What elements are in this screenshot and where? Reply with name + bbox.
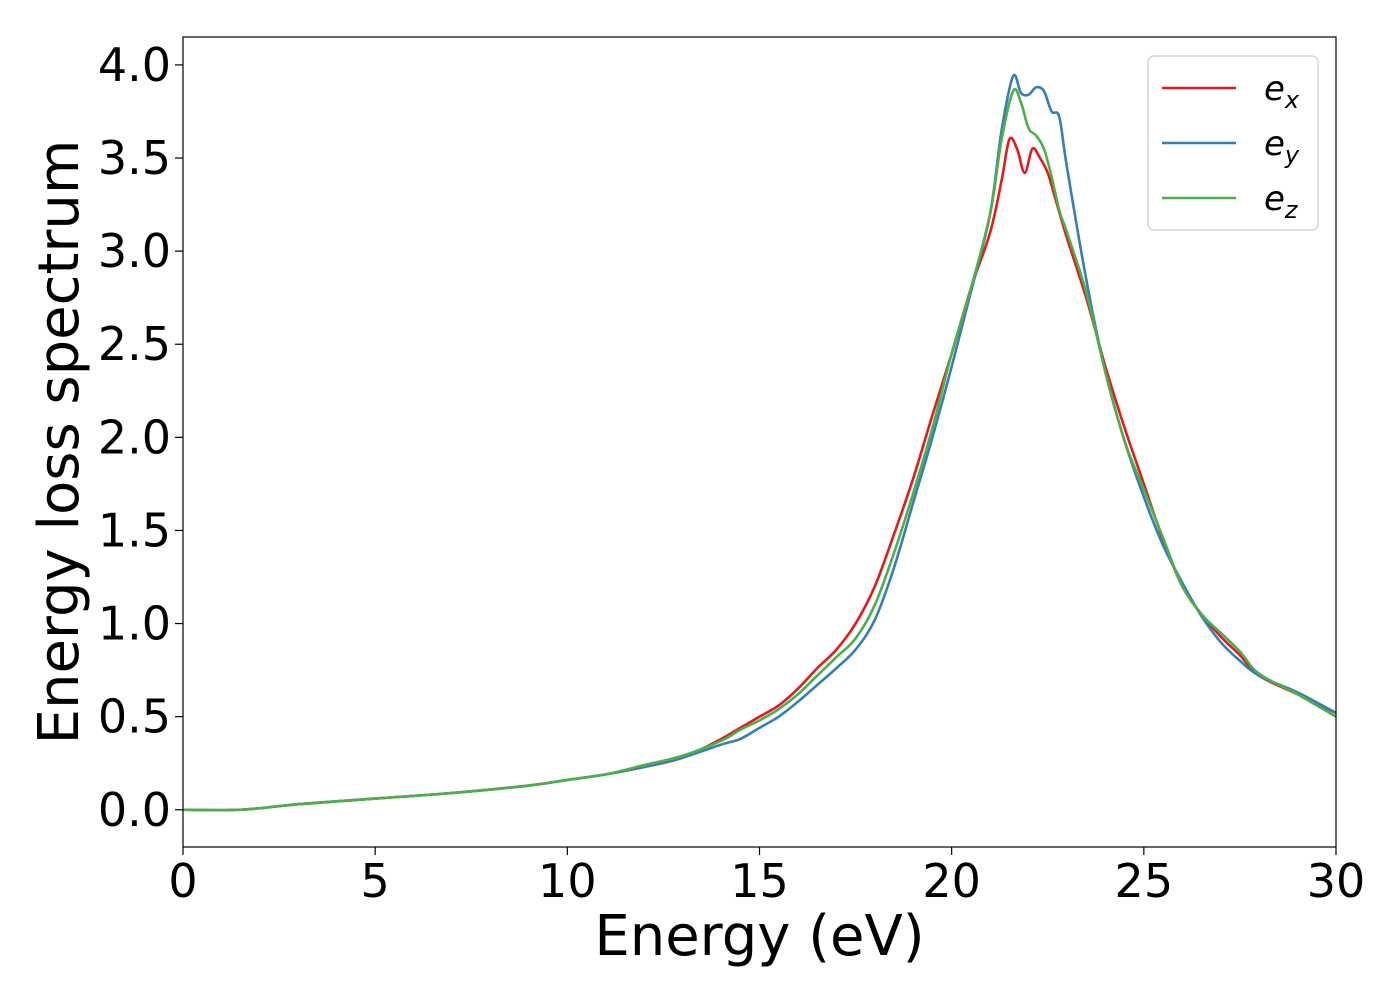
- y-axis-title: Energy loss spectrum: [27, 140, 92, 745]
- y-tick-label: 0.5: [98, 690, 171, 744]
- x-tick-label: 5: [361, 854, 390, 908]
- x-axis: 0 5 10 15 20 25 30: [168, 847, 1365, 908]
- y-axis: 0.0 0.5 1.0 1.5 2.0 2.5 3.0 3.5 4.0: [98, 38, 183, 837]
- x-tick-label: 15: [730, 854, 789, 908]
- legend-label-e-x: ex: [1264, 69, 1300, 114]
- plot-area: [182, 73, 1337, 812]
- x-tick-label: 0: [168, 854, 197, 908]
- series-line-e-z: [182, 87, 1337, 812]
- x-tick-label: 20: [922, 854, 981, 908]
- legend-label-e-z: ez: [1264, 179, 1299, 224]
- y-tick-label: 1.5: [98, 503, 171, 557]
- x-axis-title: Energy (eV): [594, 904, 924, 969]
- series-line-e-x: [182, 136, 1337, 812]
- legend: ex ey ez: [1147, 55, 1319, 231]
- y-tick-label: 0.0: [98, 783, 171, 837]
- y-tick-label: 2.0: [98, 410, 171, 464]
- legend-label-e-y: ey: [1264, 124, 1300, 169]
- x-tick-label: 25: [1115, 854, 1174, 908]
- y-tick-label: 2.5: [98, 317, 171, 371]
- x-tick-label: 30: [1307, 854, 1366, 908]
- x-tick-label: 10: [538, 854, 597, 908]
- y-tick-label: 1.0: [98, 597, 171, 651]
- y-tick-label: 3.0: [98, 224, 171, 278]
- y-tick-label: 4.0: [98, 38, 171, 92]
- y-tick-label: 3.5: [98, 131, 171, 185]
